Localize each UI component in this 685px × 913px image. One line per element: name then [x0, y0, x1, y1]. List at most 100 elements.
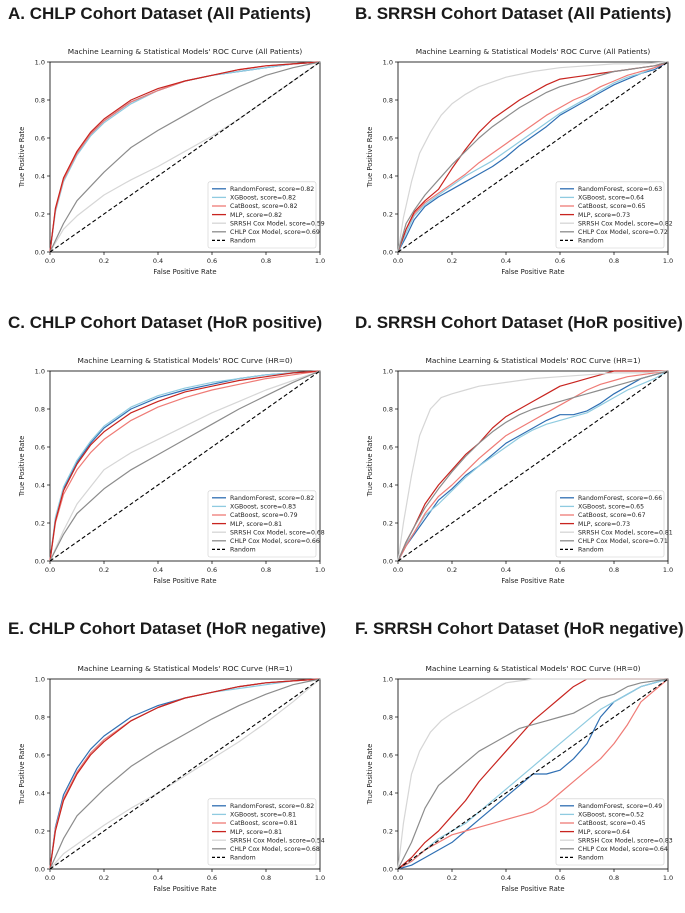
series-line-random	[397, 370, 669, 562]
y-tick-label: 1.0	[35, 675, 45, 683]
y-tick-label: 0.6	[35, 751, 45, 759]
series-line-srrsh-cox-model	[49, 370, 321, 562]
legend-label: CHLP Cox Model, score=0.66	[230, 538, 320, 545]
x-tick-label: 0.4	[153, 257, 163, 265]
y-axis-label: True Positive Rate	[366, 436, 374, 498]
legend-label: XGBoost, score=0.65	[578, 504, 644, 511]
legend-label: SRRSH Cox Model, score=0.83	[578, 837, 673, 844]
x-tick-label: 0.0	[393, 257, 403, 265]
y-tick-label: 0.2	[35, 210, 45, 218]
x-tick-label: 0.8	[609, 874, 619, 882]
legend-label: MLP, score=0.64	[578, 829, 630, 836]
legend-label: CatBoost, score=0.65	[578, 203, 646, 210]
legend-label: Random	[578, 855, 604, 862]
x-axis-label: False Positive Rate	[501, 577, 564, 585]
roc-chart-c: Machine Learning & Statistical Models' R…	[18, 356, 325, 585]
x-tick-label: 0.6	[207, 566, 217, 574]
x-axis-label: False Positive Rate	[501, 885, 564, 893]
y-axis-label: True Positive Rate	[18, 744, 26, 806]
roc-chart-b: Machine Learning & Statistical Models' R…	[366, 47, 673, 276]
series-line-catboost	[397, 61, 669, 253]
plot-frame	[49, 370, 321, 562]
x-tick-label: 0.6	[207, 257, 217, 265]
x-tick-label: 0.6	[207, 874, 217, 882]
y-tick-label: 0.0	[35, 248, 45, 256]
y-tick-label: 1.0	[35, 58, 45, 66]
legend-label: MLP, score=0.81	[230, 829, 282, 836]
legend-label: MLP, score=0.82	[230, 212, 282, 219]
legend-label: SRRSH Cox Model, score=0.54	[230, 837, 325, 844]
legend-label: MLP, score=0.81	[230, 521, 282, 528]
y-tick-label: 0.2	[383, 519, 393, 527]
y-tick-label: 0.0	[383, 248, 393, 256]
x-tick-label: 0.8	[261, 874, 271, 882]
y-tick-label: 1.0	[383, 58, 393, 66]
y-tick-label: 0.0	[383, 557, 393, 565]
x-tick-label: 1.0	[315, 566, 325, 574]
x-axis-label: False Positive Rate	[153, 577, 216, 585]
roc-chart-e: Machine Learning & Statistical Models' R…	[18, 664, 325, 893]
y-tick-label: 0.6	[35, 134, 45, 142]
legend-label: RandomForest, score=0.66	[578, 495, 662, 502]
x-tick-label: 1.0	[663, 257, 673, 265]
x-tick-label: 0.0	[45, 566, 55, 574]
y-tick-label: 0.6	[383, 134, 393, 142]
legend-label: CatBoost, score=0.45	[578, 820, 646, 827]
x-tick-label: 0.6	[555, 874, 565, 882]
legend-label: CHLP Cox Model, score=0.64	[578, 846, 668, 853]
y-tick-label: 0.8	[383, 713, 393, 721]
x-tick-label: 0.8	[609, 257, 619, 265]
y-tick-label: 0.6	[383, 443, 393, 451]
legend-box	[207, 181, 317, 249]
roc-chart-d: Machine Learning & Statistical Models' R…	[366, 356, 673, 585]
legend-label: CatBoost, score=0.67	[578, 512, 646, 519]
y-tick-label: 0.4	[35, 481, 45, 489]
y-tick-label: 0.4	[35, 789, 45, 797]
y-tick-label: 0.2	[35, 519, 45, 527]
legend-label: CHLP Cox Model, score=0.71	[578, 538, 668, 545]
x-tick-label: 0.8	[609, 566, 619, 574]
series-line-catboost	[397, 678, 669, 870]
x-axis-label: False Positive Rate	[153, 268, 216, 276]
series-line-randomforest	[397, 678, 669, 870]
legend-label: SRRSH Cox Model, score=0.59	[230, 220, 325, 227]
y-tick-label: 0.6	[35, 443, 45, 451]
series-line-mlp	[397, 370, 668, 562]
x-axis-label: False Positive Rate	[153, 885, 216, 893]
legend-label: RandomForest, score=0.82	[230, 803, 314, 810]
legend-label: XGBoost, score=0.64	[578, 195, 644, 202]
legend-box	[207, 798, 317, 866]
series-line-chlp-cox-model	[397, 61, 669, 253]
legend-label: XGBoost, score=0.52	[578, 812, 644, 819]
y-tick-label: 0.2	[383, 210, 393, 218]
y-axis-label: True Positive Rate	[18, 436, 26, 498]
y-tick-label: 1.0	[383, 675, 393, 683]
y-tick-label: 0.2	[35, 827, 45, 835]
legend-box	[207, 490, 317, 558]
x-tick-label: 0.6	[555, 566, 565, 574]
plot-frame	[49, 678, 321, 870]
series-line-xgboost	[397, 678, 669, 870]
legend-label: XGBoost, score=0.81	[230, 812, 296, 819]
series-line-chlp-cox-model	[49, 370, 321, 562]
legend-label: CHLP Cox Model, score=0.68	[230, 846, 320, 853]
y-tick-label: 0.8	[35, 713, 45, 721]
x-tick-label: 0.4	[153, 874, 163, 882]
x-tick-label: 0.0	[393, 566, 403, 574]
series-line-chlp-cox-model	[49, 61, 321, 253]
y-tick-label: 0.8	[383, 405, 393, 413]
chart-title: Machine Learning & Statistical Models' R…	[77, 664, 292, 673]
x-tick-label: 0.2	[447, 566, 457, 574]
y-tick-label: 0.6	[383, 751, 393, 759]
chart-title: Machine Learning & Statistical Models' R…	[77, 356, 292, 365]
x-axis-label: False Positive Rate	[501, 268, 564, 276]
series-line-mlp	[49, 678, 321, 870]
series-line-xgboost	[49, 61, 321, 253]
legend-label: RandomForest, score=0.82	[230, 495, 314, 502]
y-tick-label: 0.0	[35, 865, 45, 873]
chart-title: Machine Learning & Statistical Models' R…	[425, 356, 640, 365]
x-tick-label: 0.4	[501, 874, 511, 882]
panel-c-heading: C. CHLP Cohort Dataset (HoR positive)	[8, 313, 323, 332]
roc-chart-f: Machine Learning & Statistical Models' R…	[366, 664, 673, 893]
legend-label: RandomForest, score=0.49	[578, 803, 662, 810]
